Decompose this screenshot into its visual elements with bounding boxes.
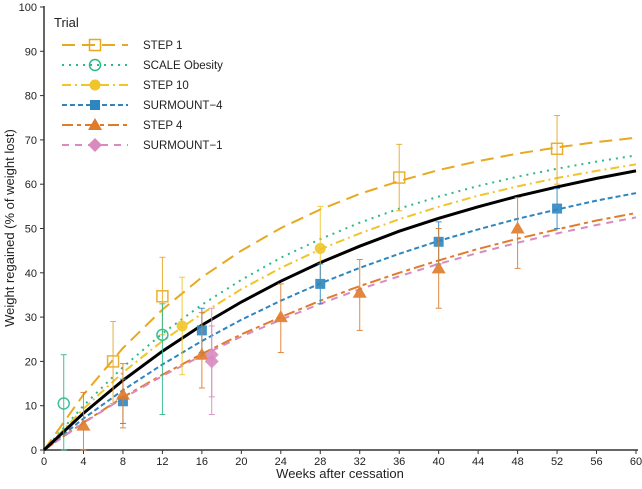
data-point [194, 312, 209, 389]
y-tick-label: 70 [25, 135, 37, 147]
marker-open-circle [156, 328, 169, 342]
x-tick-label: 0 [41, 456, 47, 468]
x-tick-label: 36 [393, 456, 405, 468]
marker-filled-square [552, 203, 563, 214]
y-tick-label: 80 [25, 91, 37, 103]
marker-filled-triangle [76, 418, 91, 431]
legend-marker [88, 58, 102, 72]
fit-curve-4 [43, 212, 637, 451]
data-point [550, 115, 564, 185]
y-tick-label: 0 [31, 445, 37, 457]
y-tick-label: 90 [25, 46, 37, 58]
data-point [156, 303, 169, 416]
data-point [352, 259, 367, 331]
y-tick-label: 50 [25, 224, 37, 236]
overall-fit-curve [42, 169, 637, 452]
y-tick-label: 20 [25, 356, 37, 368]
data-point [392, 143, 406, 212]
marker-filled-triangle [352, 285, 367, 298]
data-point [106, 321, 120, 404]
fit-curve-5 [43, 216, 637, 451]
legend-marker [88, 138, 102, 152]
x-tick-label: 32 [354, 456, 366, 468]
x-tick-label: 24 [275, 456, 287, 468]
fit-curve-1 [43, 154, 637, 451]
legend-label: STEP 1 [143, 40, 182, 52]
marker-filled-diamond [204, 354, 219, 369]
marker-filled-square [315, 278, 326, 289]
marker-filled-circle [314, 242, 326, 254]
marker-filled-triangle [273, 310, 288, 323]
marker-filled-triangle [194, 347, 209, 360]
y-tick-label: 10 [25, 401, 37, 413]
marker-filled-triangle [510, 221, 525, 234]
legend-marker [88, 38, 102, 52]
x-tick-label: 12 [156, 456, 168, 468]
marker-open-square [156, 290, 169, 303]
y-tick-label: 40 [25, 268, 37, 280]
legend-title: Trial [54, 15, 79, 30]
x-tick-label: 20 [235, 456, 247, 468]
legend-marker [90, 100, 100, 110]
marker-filled-triangle [431, 261, 446, 274]
data-point [315, 263, 326, 305]
curves [42, 136, 637, 452]
marker-open-square [392, 171, 406, 184]
x-tick-label: 52 [551, 456, 563, 468]
legend-label: STEP 4 [143, 120, 183, 132]
fit-curve-2 [43, 163, 637, 451]
data-points [57, 115, 564, 451]
y-tick-label: 100 [19, 2, 37, 14]
data-point [204, 325, 219, 398]
data-point [115, 363, 130, 429]
x-tick-label: 8 [120, 456, 126, 468]
data-point [57, 354, 70, 451]
marker-open-square [106, 355, 120, 368]
fit-curve-0 [43, 136, 637, 451]
x-tick-label: 28 [314, 456, 326, 468]
marker-open-circle [57, 397, 70, 410]
data-point [76, 391, 91, 451]
y-tick-label: 30 [25, 312, 37, 324]
data-point [431, 228, 446, 309]
data-point [273, 283, 288, 354]
legend-label: SURMOUNT−4 [143, 100, 223, 112]
legend-label: SURMOUNT−1 [143, 140, 223, 152]
legend-label: SCALE Obesity [143, 60, 223, 72]
marker-filled-triangle [115, 387, 130, 400]
x-tick-label: 56 [590, 456, 602, 468]
x-tick-label: 4 [80, 456, 86, 468]
x-tick-label: 40 [433, 456, 445, 468]
fit-curve-3 [43, 192, 637, 451]
x-tick-label: 44 [472, 456, 484, 468]
y-axis-label: Weight regained (% of weight lost) [2, 129, 17, 327]
marker-filled-circle [176, 320, 188, 332]
marker-open-square [550, 142, 564, 156]
y-tick-label: 60 [25, 179, 37, 191]
data-point [552, 188, 563, 229]
x-tick-label: 16 [196, 456, 208, 468]
x-tick-label: 60 [630, 456, 642, 468]
axes: 0 4 8 12 16 20 24 28 32 36 40 44 48 52 56 6001020304050… [19, 2, 642, 468]
legend-marker [88, 118, 102, 130]
legend-label: STEP 10 [143, 80, 189, 92]
data-point [176, 276, 188, 376]
x-tick-label: 48 [511, 456, 523, 468]
legend-marker [89, 79, 101, 91]
legend: Trial STEP 1 SCALE Obesity STEP 10 SURMOUNT… [54, 15, 223, 152]
data-point [510, 196, 525, 269]
x-axis-label: Weeks after cessation [276, 466, 404, 481]
